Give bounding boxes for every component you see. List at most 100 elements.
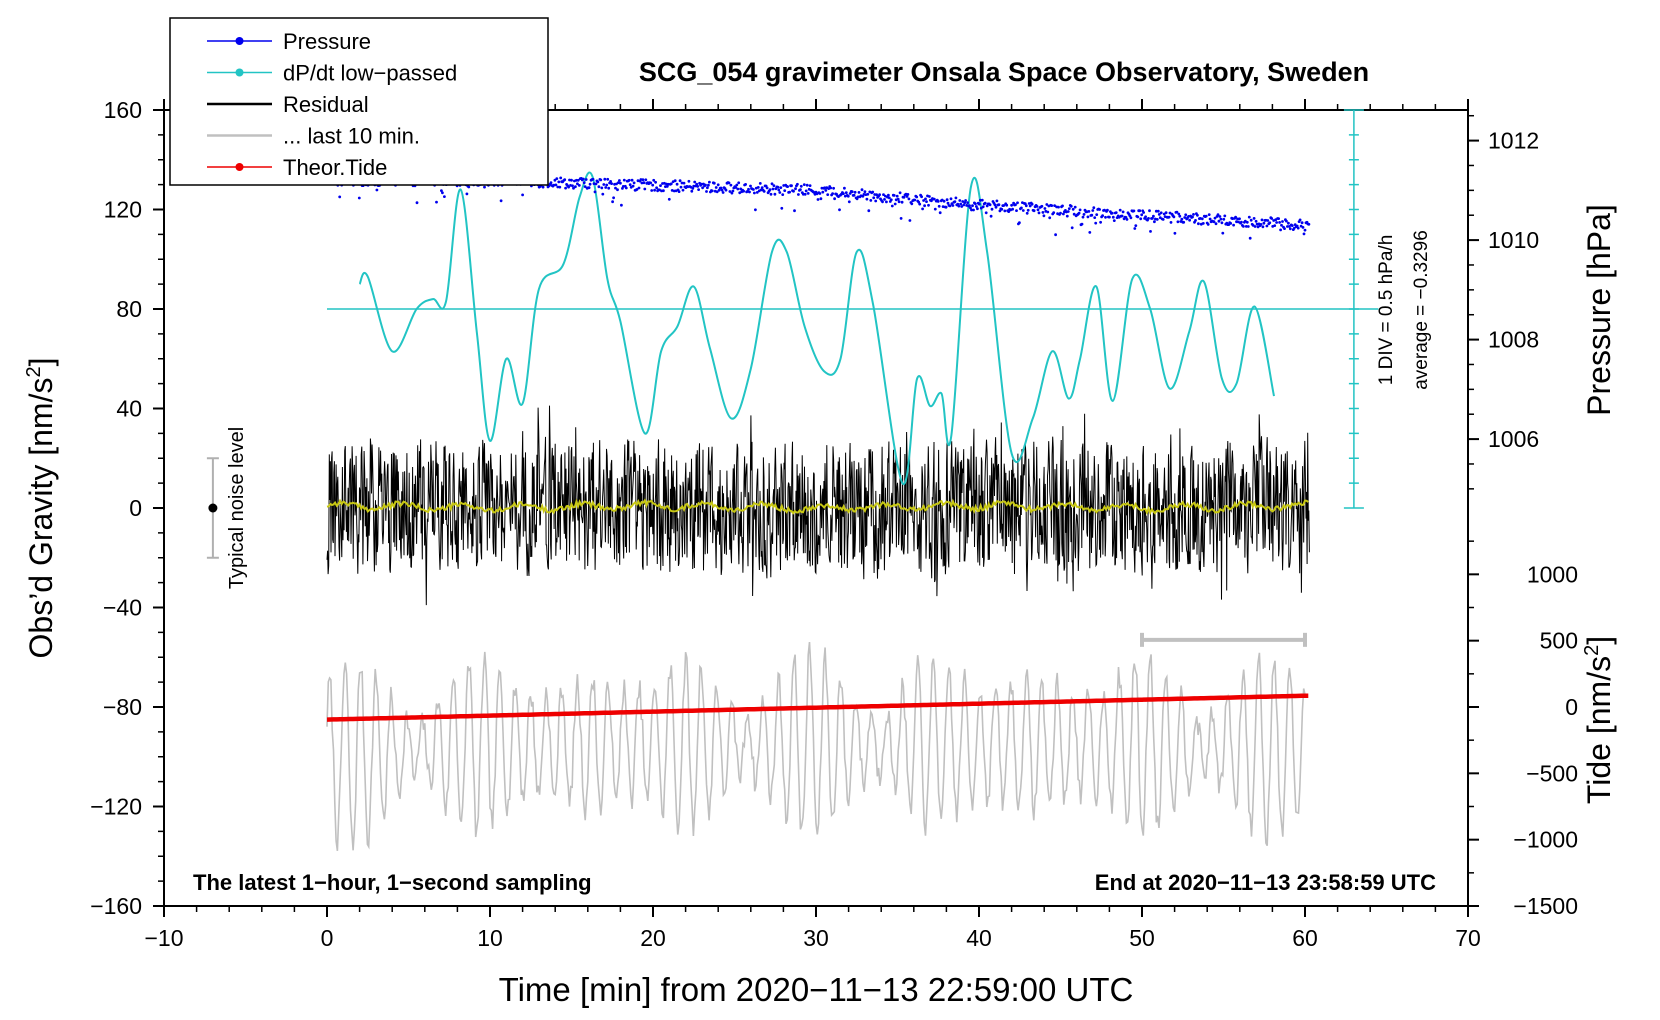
pressure-point bbox=[773, 192, 777, 196]
pressure-point bbox=[651, 183, 655, 187]
pressure-point bbox=[1260, 218, 1264, 222]
pressure-point bbox=[673, 179, 677, 183]
legend-swatch-dot bbox=[235, 37, 244, 45]
pressure-point bbox=[577, 184, 581, 187]
pressure-point bbox=[823, 186, 827, 190]
y-axis-label-tide: Tide [nm/s2] bbox=[1581, 636, 1617, 804]
noise-level-label: Typical noise level bbox=[226, 427, 248, 589]
pressure-point bbox=[1219, 217, 1223, 221]
pressure-point bbox=[1194, 219, 1197, 222]
pressure-point bbox=[630, 178, 634, 182]
pressure-point bbox=[908, 219, 912, 222]
pressure-point bbox=[983, 201, 987, 205]
pressure-point bbox=[1005, 203, 1009, 207]
pressure-point bbox=[805, 183, 809, 187]
pressure-point bbox=[1066, 210, 1070, 213]
pressure-point bbox=[897, 200, 901, 204]
y-tick-label: 40 bbox=[116, 396, 142, 422]
pressure-point bbox=[1200, 217, 1204, 221]
pressure-point bbox=[932, 197, 936, 201]
pressure-point bbox=[499, 199, 503, 203]
pressure-point bbox=[1073, 205, 1077, 209]
pressure-point bbox=[1010, 203, 1013, 207]
pressure-point bbox=[1025, 211, 1029, 215]
pressure-point bbox=[900, 200, 904, 204]
pressure-point bbox=[770, 182, 774, 186]
pressure-point bbox=[993, 203, 997, 207]
pressure-point bbox=[1275, 221, 1278, 224]
pressure-point bbox=[541, 185, 545, 189]
theoretical-tide-line bbox=[326, 693, 1309, 722]
pressure-point bbox=[972, 208, 975, 212]
pressure-point bbox=[627, 178, 631, 182]
pressure-point bbox=[731, 189, 735, 193]
pressure-point bbox=[606, 177, 610, 181]
pressure-point bbox=[928, 195, 931, 198]
pressure-point bbox=[1201, 222, 1205, 225]
pressure-point bbox=[1288, 225, 1291, 228]
annotation-latest-hour: The latest 1−hour, 1−second sampling bbox=[193, 870, 592, 895]
pressure-point bbox=[642, 181, 646, 185]
pressure-point bbox=[706, 186, 709, 190]
pressure-point bbox=[681, 188, 685, 192]
last-10-min-line bbox=[326, 642, 1306, 852]
pressure-point bbox=[847, 200, 851, 204]
pressure-point bbox=[1082, 213, 1086, 216]
pressure-point bbox=[1218, 215, 1222, 218]
pressure-point bbox=[905, 195, 909, 198]
pressure-point bbox=[735, 183, 739, 187]
pressure-point bbox=[875, 193, 878, 197]
pressure-point bbox=[1221, 231, 1225, 235]
pressure-point bbox=[1204, 214, 1208, 218]
pressure-point bbox=[1268, 221, 1272, 225]
pressure-point bbox=[930, 199, 933, 203]
pressure-point bbox=[976, 207, 979, 211]
pressure-point bbox=[1270, 217, 1274, 220]
pressure-point bbox=[1111, 215, 1115, 219]
pressure-point bbox=[1120, 214, 1124, 218]
pressure-point bbox=[1071, 207, 1075, 211]
pressure-point bbox=[1277, 217, 1280, 221]
pressure-point bbox=[980, 198, 984, 202]
pressure-point bbox=[1273, 224, 1277, 228]
pressure-point bbox=[921, 207, 924, 211]
pressure-point bbox=[1003, 209, 1007, 213]
pressure-point bbox=[1296, 226, 1300, 230]
pressure-point bbox=[415, 201, 419, 205]
pressure-point bbox=[1129, 216, 1133, 220]
legend-entries: Pressure dP/dt low−passed Residual ... last… bbox=[207, 29, 457, 180]
pressure-point bbox=[1265, 224, 1269, 228]
annotation-end-time: End at 2020−11−13 23:58:59 UTC bbox=[1095, 870, 1436, 895]
pressure-point bbox=[620, 203, 623, 207]
pressure-point bbox=[1298, 218, 1302, 222]
pressure-point bbox=[1032, 209, 1036, 213]
pressure-point bbox=[883, 198, 886, 201]
pressure-point bbox=[1220, 221, 1224, 225]
pressure-point bbox=[1088, 231, 1092, 234]
x-tick-label: 20 bbox=[640, 925, 666, 951]
pressure-point bbox=[687, 179, 691, 183]
pressure-point bbox=[749, 184, 752, 188]
pressure-point bbox=[869, 199, 873, 202]
pressure-point bbox=[1061, 204, 1064, 208]
pressure-point bbox=[1090, 213, 1094, 217]
pressure-point bbox=[721, 191, 725, 194]
y-axis-label-gravity-sup: 2 bbox=[23, 366, 45, 377]
pressure-point bbox=[1217, 219, 1221, 223]
pressure-point bbox=[521, 193, 524, 197]
pressure-point bbox=[597, 185, 601, 189]
legend-label: ... last 10 min. bbox=[283, 124, 420, 149]
pressure-point bbox=[1259, 223, 1263, 226]
pressure-point bbox=[949, 197, 953, 201]
pressure-point bbox=[1147, 217, 1150, 220]
pressure-point bbox=[777, 188, 781, 192]
pressure-point bbox=[990, 207, 994, 211]
dpdt-low-passed-line bbox=[358, 171, 1275, 485]
pressure-point bbox=[844, 191, 848, 195]
y-axis-label-gravity: Obs’d Gravity [nm/s2] bbox=[23, 358, 59, 659]
pressure-point bbox=[583, 185, 587, 189]
pressure-point bbox=[1248, 236, 1252, 240]
y-axis-label-tide-sup: 2 bbox=[1581, 645, 1603, 656]
pressure-point bbox=[591, 177, 595, 181]
pressure-point bbox=[554, 183, 558, 187]
